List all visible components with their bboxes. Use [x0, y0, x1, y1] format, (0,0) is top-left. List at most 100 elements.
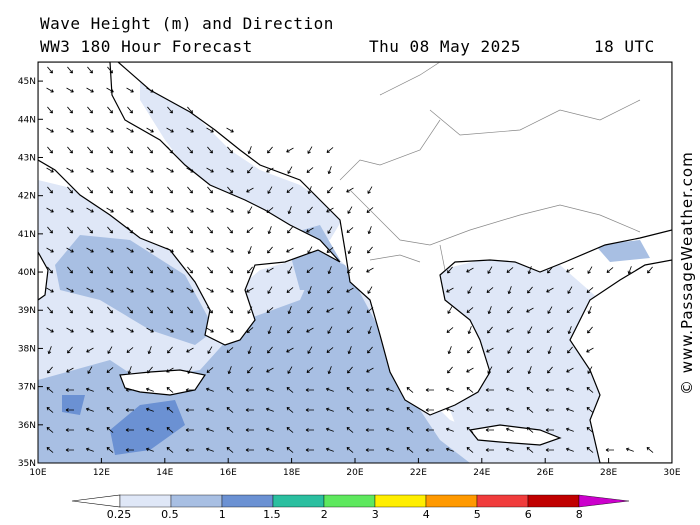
- wave-arrow: [226, 287, 234, 293]
- colorbar-low-arrow: [71, 494, 121, 508]
- wave-arrow: [327, 266, 332, 275]
- wave-arrow: [127, 366, 132, 375]
- wave-arrow: [565, 447, 574, 452]
- wave-arrow: [126, 287, 134, 293]
- wave-arrow: [206, 167, 214, 173]
- wave-arrow: [106, 207, 114, 213]
- wave-arrow: [227, 366, 232, 375]
- wave-arrow: [487, 266, 493, 274]
- wave-arrow: [567, 286, 573, 294]
- lon-label: 24E: [473, 468, 490, 478]
- wave-arrow: [347, 246, 352, 255]
- colorbar-swatch: [323, 494, 376, 508]
- lon-label: 30E: [663, 468, 680, 478]
- wave-arrow: [267, 346, 273, 354]
- colorbar-swatch: [476, 494, 529, 508]
- wave-arrow: [86, 247, 94, 253]
- wave-arrow: [66, 127, 74, 133]
- colorbar-label: 2: [320, 508, 328, 521]
- wave-arrow: [147, 366, 153, 374]
- wave-arrow: [547, 366, 553, 374]
- wave-arrow: [286, 287, 294, 293]
- wave-arrow: [325, 427, 334, 432]
- lat-label: 41N: [18, 230, 36, 240]
- lat-label: 43N: [18, 153, 36, 163]
- wave-arrow: [226, 247, 234, 253]
- wave-arrow: [147, 346, 152, 355]
- wave-arrow: [186, 247, 194, 253]
- wave-arrow: [485, 388, 494, 392]
- wave-arrow: [306, 167, 314, 173]
- wave-arrow: [547, 346, 552, 355]
- wave-arrow: [186, 327, 194, 333]
- wave-arrow: [166, 327, 174, 333]
- wave-arrow: [346, 187, 354, 193]
- colorbar-high-arrow: [578, 494, 630, 508]
- wave-arrow: [226, 447, 234, 453]
- wave-arrow: [107, 266, 113, 274]
- wave-arrow: [366, 367, 374, 373]
- wave-arrow: [126, 167, 134, 173]
- wave-arrow: [87, 366, 93, 374]
- wave-arrow: [365, 448, 374, 452]
- wave-arrow: [307, 286, 312, 295]
- wave-arrow: [505, 387, 514, 392]
- wave-arrow: [187, 186, 193, 194]
- wave-arrow: [127, 226, 133, 234]
- wave-arrow: [526, 407, 534, 413]
- wave-arrow: [267, 326, 272, 335]
- wave-arrow: [106, 247, 114, 253]
- wave-arrow: [606, 267, 614, 273]
- forecast-date: Thu 08 May 2025: [369, 37, 521, 56]
- wave-arrow: [185, 448, 194, 452]
- wave-arrow: [85, 447, 94, 452]
- wave-arrow: [266, 167, 274, 173]
- wave-arrow: [366, 207, 374, 213]
- wave-arrow: [226, 427, 234, 433]
- wave-arrow: [587, 266, 593, 274]
- wave-arrow: [86, 167, 94, 173]
- wave-arrow: [205, 387, 214, 392]
- wave-arrow: [46, 87, 54, 93]
- wave-arrow: [85, 407, 94, 412]
- wave-arrow: [125, 408, 134, 412]
- wave-arrow: [286, 347, 294, 353]
- wave-arrow: [67, 66, 73, 74]
- wave-arrow: [227, 146, 233, 154]
- wave-arrow: [505, 407, 514, 412]
- wave-arrow: [307, 206, 313, 214]
- wave-arrow: [227, 306, 233, 314]
- wave-arrow: [267, 146, 273, 154]
- wave-arrow: [106, 447, 114, 453]
- wave-arrow: [527, 286, 533, 294]
- wave-arrow: [445, 427, 454, 432]
- wave-arrow: [46, 287, 54, 293]
- wave-arrow: [346, 327, 354, 333]
- wave-arrow: [227, 266, 233, 274]
- wave-arrow: [346, 287, 354, 293]
- wave-arrow: [226, 207, 234, 213]
- wave-arrow: [545, 428, 554, 432]
- wave-arrow: [566, 307, 574, 313]
- wave-arrow: [245, 408, 254, 412]
- wave-arrow: [586, 407, 594, 413]
- wave-arrow: [305, 448, 314, 452]
- wave-arrow: [526, 427, 534, 433]
- wave-arrow: [625, 447, 634, 452]
- wave-arrow: [247, 166, 253, 174]
- wave-arrow: [485, 428, 494, 432]
- wave-arrow: [67, 226, 73, 234]
- lon-label: 22E: [410, 468, 427, 478]
- colorbar-swatch: [221, 494, 274, 508]
- wave-arrow: [87, 226, 93, 234]
- wave-arrow: [146, 327, 154, 333]
- wave-arrow: [67, 146, 73, 154]
- wave-arrow: [246, 187, 254, 193]
- wave-arrow: [245, 388, 254, 392]
- wave-arrow: [305, 428, 314, 432]
- wave-arrow: [466, 367, 474, 373]
- wave-arrow: [327, 166, 332, 175]
- wave-arrow: [46, 327, 54, 333]
- wave-arrow: [247, 366, 253, 374]
- wave-arrow: [66, 327, 74, 333]
